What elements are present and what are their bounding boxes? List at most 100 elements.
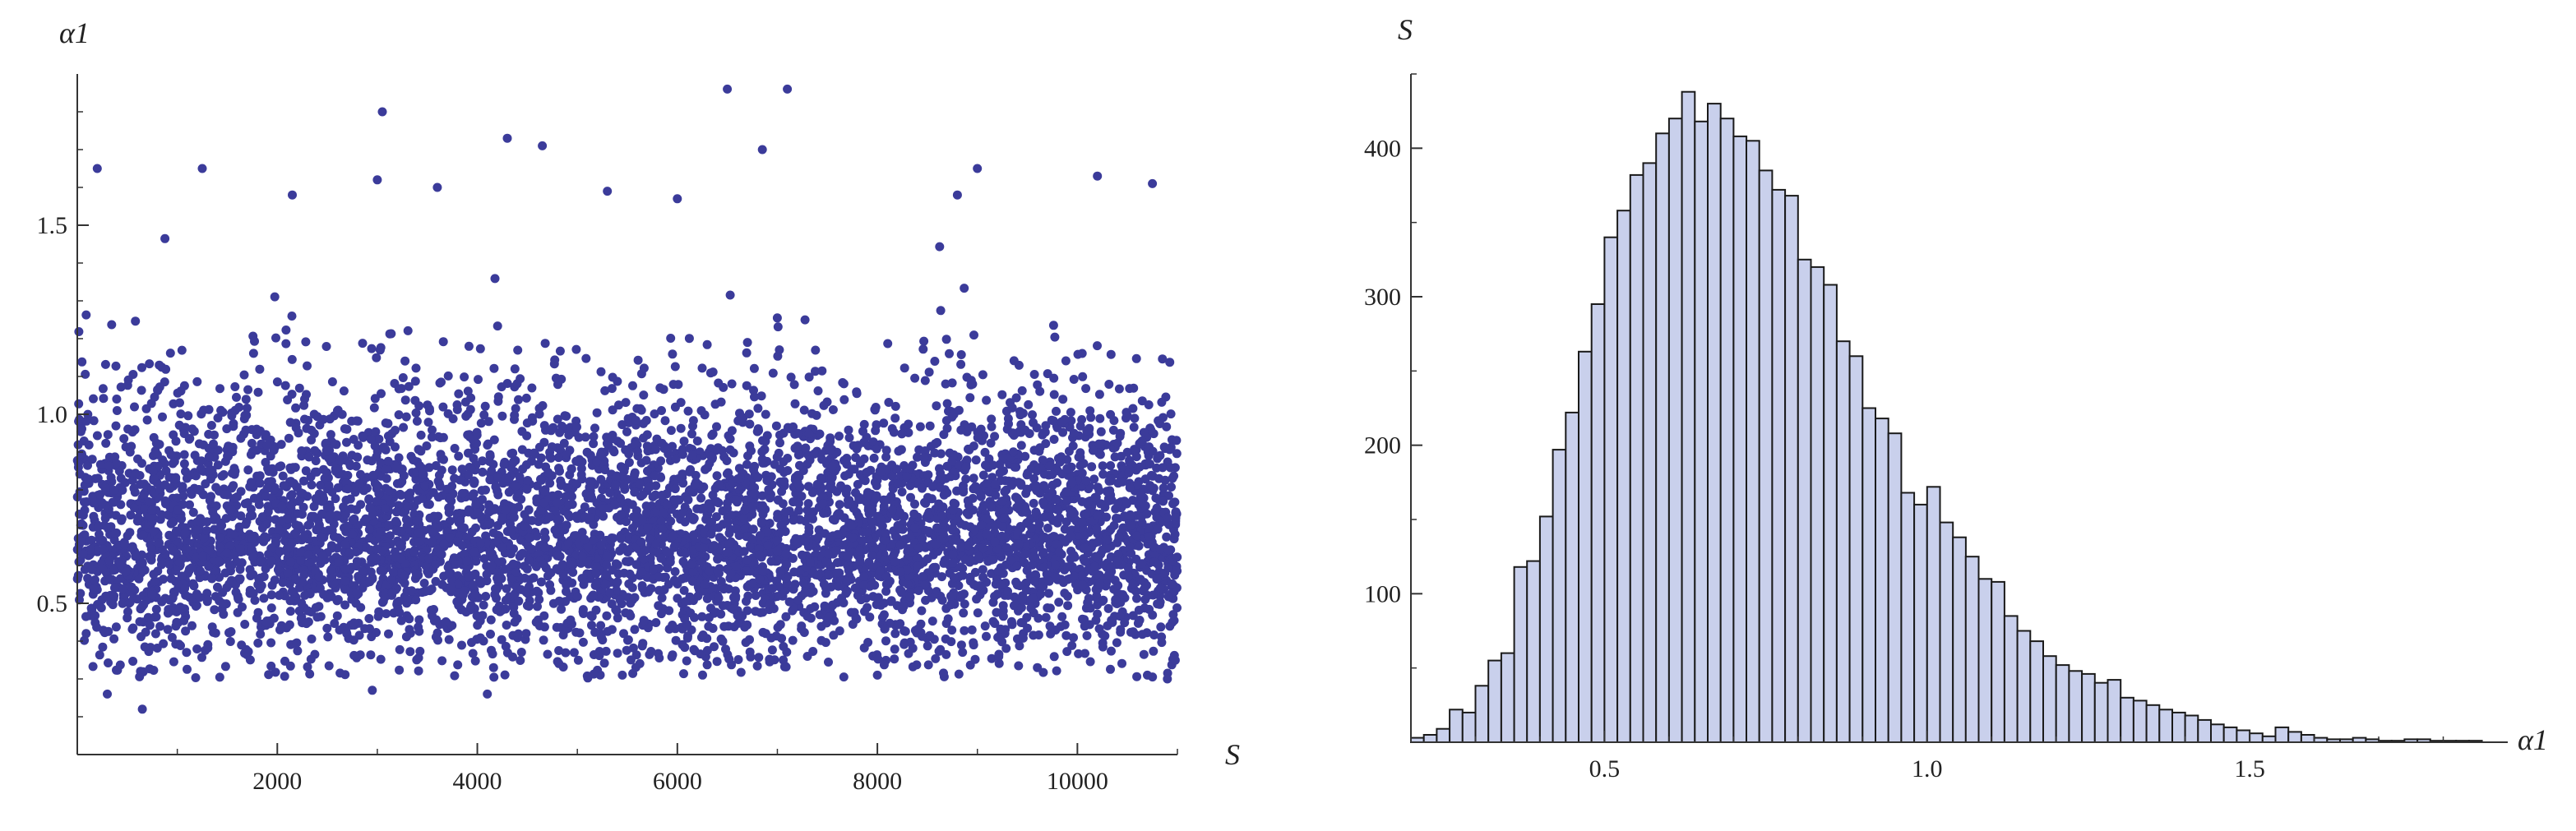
scatter-point bbox=[279, 481, 289, 491]
scatter-point bbox=[405, 647, 415, 657]
scatter-point bbox=[932, 401, 941, 411]
scatter-point bbox=[750, 461, 760, 471]
scatter-point bbox=[680, 614, 690, 624]
scatter-point bbox=[322, 623, 332, 633]
scatter-point bbox=[1172, 603, 1182, 612]
scatter-point bbox=[758, 598, 768, 608]
scatter-point bbox=[828, 515, 838, 524]
scatter-point bbox=[364, 524, 374, 534]
scatter-point bbox=[1172, 436, 1182, 446]
scatter-point bbox=[95, 650, 104, 660]
scatter-point bbox=[956, 359, 966, 369]
scatter-point bbox=[596, 540, 606, 550]
scatter-point bbox=[1052, 518, 1062, 528]
scatter-point bbox=[1149, 646, 1159, 656]
scatter-point bbox=[217, 471, 227, 481]
scatter-point bbox=[971, 482, 981, 492]
scatter-point bbox=[191, 673, 201, 682]
scatter-point bbox=[139, 600, 149, 610]
scatter-point bbox=[1132, 480, 1142, 490]
scatter-point bbox=[719, 382, 728, 392]
scatter-point bbox=[808, 647, 818, 656]
scatter-point bbox=[596, 632, 606, 642]
scatter-point bbox=[656, 456, 666, 466]
scatter-point bbox=[666, 426, 676, 436]
scatter-point bbox=[1069, 633, 1078, 643]
scatter-point bbox=[1061, 630, 1071, 640]
scatter-point bbox=[859, 419, 869, 429]
scatter-point bbox=[573, 655, 583, 665]
scatter-point bbox=[325, 414, 335, 424]
scatter-point bbox=[145, 359, 155, 369]
scatter-point bbox=[982, 395, 992, 405]
scatter-point bbox=[969, 330, 978, 340]
scatter-point bbox=[204, 452, 214, 462]
scatter-point bbox=[497, 635, 506, 644]
scatter-point bbox=[628, 381, 637, 390]
scatter-point bbox=[636, 548, 646, 558]
scatter-point bbox=[1049, 373, 1059, 383]
scatter-point bbox=[802, 612, 812, 621]
scatter-point bbox=[590, 423, 599, 433]
scatter-point bbox=[185, 500, 194, 510]
scatter-point bbox=[936, 306, 946, 316]
scatter-point bbox=[724, 547, 733, 557]
scatter-point bbox=[305, 519, 315, 529]
scatter-point bbox=[433, 635, 442, 645]
scatter-point bbox=[199, 440, 208, 450]
scatter-point bbox=[527, 383, 537, 393]
scatter-point bbox=[98, 642, 108, 652]
scatter-point bbox=[291, 423, 301, 432]
scatter-point bbox=[483, 441, 493, 450]
scatter-point bbox=[326, 541, 336, 551]
scatter-point bbox=[98, 384, 108, 394]
scatter-point bbox=[410, 395, 420, 405]
scatter-point bbox=[1063, 601, 1073, 611]
scatter-point bbox=[828, 405, 838, 414]
scatter-point bbox=[800, 315, 810, 325]
scatter-point bbox=[935, 242, 945, 252]
scatter-point bbox=[414, 666, 423, 676]
scatter-point bbox=[827, 473, 837, 483]
scatter-point bbox=[1158, 463, 1168, 473]
scatter-point bbox=[642, 441, 652, 451]
scatter-point bbox=[510, 364, 520, 374]
scatter-point bbox=[925, 421, 935, 431]
scatter-point bbox=[1048, 416, 1058, 426]
scatter-point bbox=[1017, 385, 1027, 395]
scatter-point bbox=[1162, 532, 1172, 542]
scatter-point bbox=[428, 425, 437, 435]
scatter-point bbox=[234, 522, 244, 532]
scatter-point bbox=[239, 370, 249, 380]
scatter-point bbox=[126, 510, 136, 520]
scatter-point bbox=[631, 416, 641, 425]
scatter-point bbox=[475, 633, 485, 643]
scatter-point bbox=[465, 404, 475, 414]
scatter-point bbox=[1041, 421, 1051, 431]
scatter-point bbox=[1137, 436, 1147, 446]
scatter-point bbox=[474, 375, 483, 385]
scatter-point bbox=[1132, 593, 1141, 603]
scatter-point bbox=[419, 579, 429, 588]
scatter-point bbox=[1039, 427, 1049, 437]
scatter-point bbox=[1140, 474, 1150, 484]
scatter-point bbox=[490, 274, 500, 284]
scatter-point bbox=[707, 431, 717, 441]
scatter-point bbox=[1106, 409, 1116, 419]
scatter-point bbox=[403, 501, 413, 511]
scatter-point bbox=[409, 455, 419, 465]
scatter-point bbox=[712, 422, 721, 432]
scatter-point bbox=[232, 392, 241, 402]
scatter-point bbox=[293, 646, 303, 656]
scatter-point bbox=[485, 475, 495, 485]
scatter-point bbox=[210, 605, 220, 615]
scatter-point bbox=[887, 471, 897, 481]
scatter-point bbox=[283, 395, 293, 404]
scatter-point bbox=[416, 430, 426, 440]
scatter-point bbox=[742, 381, 752, 390]
scatter-point bbox=[1139, 427, 1149, 437]
scatter-point bbox=[1080, 649, 1089, 658]
scatter-point bbox=[954, 669, 964, 679]
scatter-point bbox=[401, 632, 411, 642]
scatter-point bbox=[995, 468, 1005, 478]
